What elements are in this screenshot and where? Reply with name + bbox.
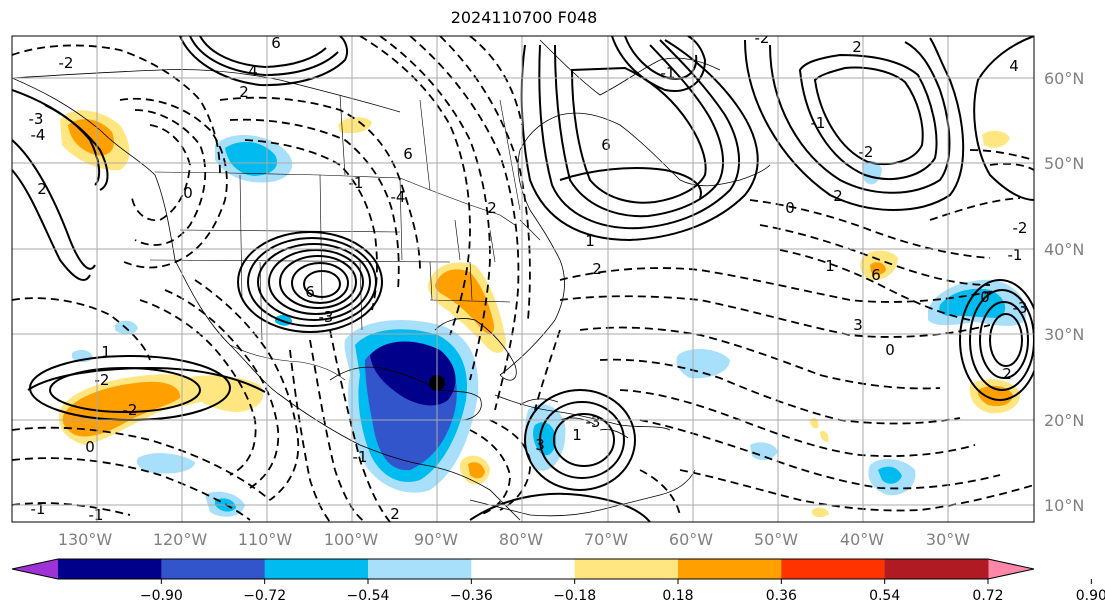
contour-label: -2 xyxy=(95,371,110,389)
political-borders xyxy=(149,94,541,381)
lat-label: 40°N xyxy=(1044,240,1084,259)
contour-label: -2 xyxy=(755,29,770,47)
contour-label: 6 xyxy=(601,136,611,154)
lon-label: 90°W xyxy=(414,530,458,549)
contour-label: 4 xyxy=(1009,57,1019,75)
colorbar-segment xyxy=(368,559,472,579)
map-frame xyxy=(11,35,1035,523)
colorbar-tick-label: −0.54 xyxy=(347,588,390,604)
colorbar-segment xyxy=(471,559,576,579)
dashed-contours xyxy=(12,36,1034,522)
colorbar-extend-low xyxy=(12,559,58,579)
contour-label: -3 xyxy=(1013,299,1028,317)
colorbar-tick-label: −0.18 xyxy=(553,588,596,604)
contour-label: 6 xyxy=(871,266,881,284)
colorbar-segment xyxy=(58,559,162,579)
contour-label: -1 xyxy=(349,174,364,192)
contour-label: 2 xyxy=(1002,365,1012,383)
contour-label: 2 xyxy=(37,180,47,198)
lon-label: 100°W xyxy=(324,530,379,549)
contour-label: 3 xyxy=(853,316,863,334)
colorbar-segment xyxy=(884,559,989,579)
contour-label: -1 xyxy=(1008,246,1023,264)
contour-label: -4 xyxy=(391,188,406,206)
colorbar-tick-label: 0.90 xyxy=(1076,588,1105,604)
contour-label: 2 xyxy=(239,83,249,101)
lon-label: 60°W xyxy=(669,530,713,549)
contour-label: 1 xyxy=(572,426,582,444)
contour-label: 0 xyxy=(885,341,895,359)
contour-label: -1 xyxy=(811,114,826,132)
contour-label: 0 xyxy=(183,184,193,202)
contour-label: 1 xyxy=(101,343,111,361)
lon-label: 70°W xyxy=(584,530,628,549)
contour-label: 2 xyxy=(592,260,602,278)
contour-label: -2 xyxy=(123,401,138,419)
lat-label: 30°N xyxy=(1044,325,1084,344)
lon-label: 50°W xyxy=(754,530,798,549)
colorbar-tick-label: 0.18 xyxy=(662,588,693,604)
lat-label: 50°N xyxy=(1044,154,1084,173)
contour-label: 2 xyxy=(390,505,400,523)
latitude-labels: 60°N 50°N 40°N 30°N 20°N 10°N xyxy=(1044,69,1084,515)
solid-contours xyxy=(12,36,1034,522)
lon-label: 130°W xyxy=(58,530,113,549)
contour-label: 1 xyxy=(585,232,595,250)
contour-label: -2 xyxy=(859,143,874,161)
colorbar-tick-label: 0.54 xyxy=(869,588,900,604)
lon-label: 80°W xyxy=(499,530,543,549)
contour-label: -1 xyxy=(31,500,46,518)
contour-label: -1 xyxy=(661,64,676,82)
contour-label: 1 xyxy=(825,257,835,275)
graticule xyxy=(12,36,1034,522)
lat-label: 60°N xyxy=(1044,69,1084,88)
contour-label: 0 xyxy=(980,288,990,306)
map-title: 2024110700 F048 xyxy=(450,8,598,27)
contour-label: 6 xyxy=(403,145,413,163)
longitude-labels: 130°W 120°W 110°W 100°W 90°W 80°W 70°W 6… xyxy=(58,530,970,549)
contour-label: 2 xyxy=(852,38,862,56)
colorbar-segment xyxy=(264,559,369,579)
colorbar-tick-label: −0.90 xyxy=(140,588,183,604)
colorbar-tick-label: −0.36 xyxy=(450,588,493,604)
colorbar-segment xyxy=(678,559,782,579)
colorbar-segment xyxy=(781,559,886,579)
contour-label: 0 xyxy=(785,199,795,217)
colorbar-tick-label: 0.36 xyxy=(766,588,797,604)
lon-label: 30°W xyxy=(926,530,970,549)
contour-label: -1 xyxy=(89,506,104,524)
contour-label: -2 xyxy=(1013,219,1028,237)
lon-label: 110°W xyxy=(238,530,293,549)
contour-label: 6 xyxy=(305,283,315,301)
coastlines xyxy=(12,39,771,521)
contour-label: -3 xyxy=(29,110,44,128)
contour-label: 3 xyxy=(535,436,545,454)
colorbar-tick-label: −0.72 xyxy=(243,588,286,604)
colorbar-tick-label: 0.72 xyxy=(972,588,1003,604)
contour-label: -2 xyxy=(59,54,74,72)
contour-label: 2 xyxy=(833,187,843,205)
contour-label: 4 xyxy=(248,62,258,80)
lat-label: 20°N xyxy=(1044,411,1084,430)
colorbar-segment xyxy=(574,559,679,579)
lat-label: 10°N xyxy=(1044,496,1084,515)
contour-label: -3 xyxy=(319,308,334,326)
contour-label: 0 xyxy=(85,438,95,456)
lon-label: 120°W xyxy=(153,530,208,549)
colorbar-segment xyxy=(161,559,266,579)
contour-label: 2 xyxy=(487,199,497,217)
contour-label: -3 xyxy=(586,413,601,431)
contour-label: 6 xyxy=(271,34,281,52)
contour-label: -4 xyxy=(31,126,46,144)
colorbar: −0.90 −0.72 −0.54 −0.36 −0.18 0.18 0.36 0.54 0.7… xyxy=(11,558,1105,604)
colorbar-extend-high xyxy=(988,559,1034,579)
contour-label: -1 xyxy=(353,448,368,466)
lon-label: 40°W xyxy=(840,530,884,549)
